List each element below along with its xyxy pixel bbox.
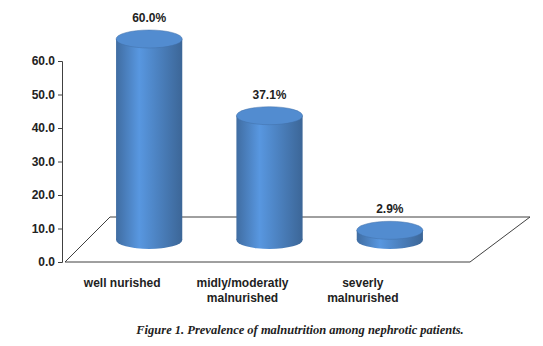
category-label: well nurished: [83, 276, 161, 290]
y-tick: 10.0: [32, 222, 62, 236]
cylinder-top: [236, 107, 302, 125]
y-tick-mark: [58, 128, 62, 129]
y-tick-mark: [58, 195, 62, 196]
data-label: 60.0%: [132, 11, 166, 25]
y-tick-mark: [58, 162, 62, 163]
bar: [116, 39, 182, 240]
y-tick-mark: [58, 61, 62, 62]
y-tick: 0.0: [38, 255, 62, 269]
y-tick-label: 0.0: [38, 255, 55, 269]
plot-area: [116, 30, 423, 249]
y-tick-mark: [58, 262, 62, 263]
y-tick: 40.0: [32, 121, 62, 135]
category-label: midly/moderatlymalnurished: [196, 276, 288, 305]
category-label-line: malnurished: [327, 291, 398, 305]
y-tick-label: 20.0: [32, 188, 56, 202]
y-tick-label: 30.0: [32, 155, 56, 169]
category-label-line: malnurished: [207, 291, 278, 305]
cylinder-top: [116, 30, 182, 48]
y-axis: 0.0 10.0 20.0 30.0 40.0 50.0 60.0: [32, 54, 63, 269]
y-tick: 20.0: [32, 188, 62, 202]
y-tick-label: 10.0: [32, 222, 56, 236]
data-label: 37.1%: [252, 88, 286, 102]
y-tick: 30.0: [32, 155, 62, 169]
title: Figure 1. Prevalence of malnutrition amo…: [135, 323, 463, 337]
y-tick-label: 60.0: [32, 54, 56, 68]
y-tick-mark: [58, 95, 62, 96]
y-tick: 50.0: [32, 88, 62, 102]
category-label-line: well nurished: [83, 276, 161, 290]
y-tick-label: 50.0: [32, 88, 56, 102]
category-label: severlymalnurished: [327, 276, 398, 305]
y-tick-label: 40.0: [32, 121, 56, 135]
chart: 0.0 10.0 20.0 30.0 40.0 50.0 60.0 60.0% 37.1% 2.9…: [0, 0, 543, 346]
bar: [236, 116, 302, 240]
y-axis-line: [58, 62, 63, 263]
y-tick: 60.0: [32, 54, 62, 68]
cylinder: [357, 221, 423, 249]
category-label-line: severly: [342, 276, 384, 290]
category-label-line: midly/moderatly: [196, 276, 288, 290]
cylinder-top: [357, 221, 423, 239]
data-label: 2.9%: [376, 202, 404, 216]
cylinder: [116, 30, 182, 249]
y-tick-mark: [58, 229, 62, 230]
cylinder: [236, 107, 302, 249]
